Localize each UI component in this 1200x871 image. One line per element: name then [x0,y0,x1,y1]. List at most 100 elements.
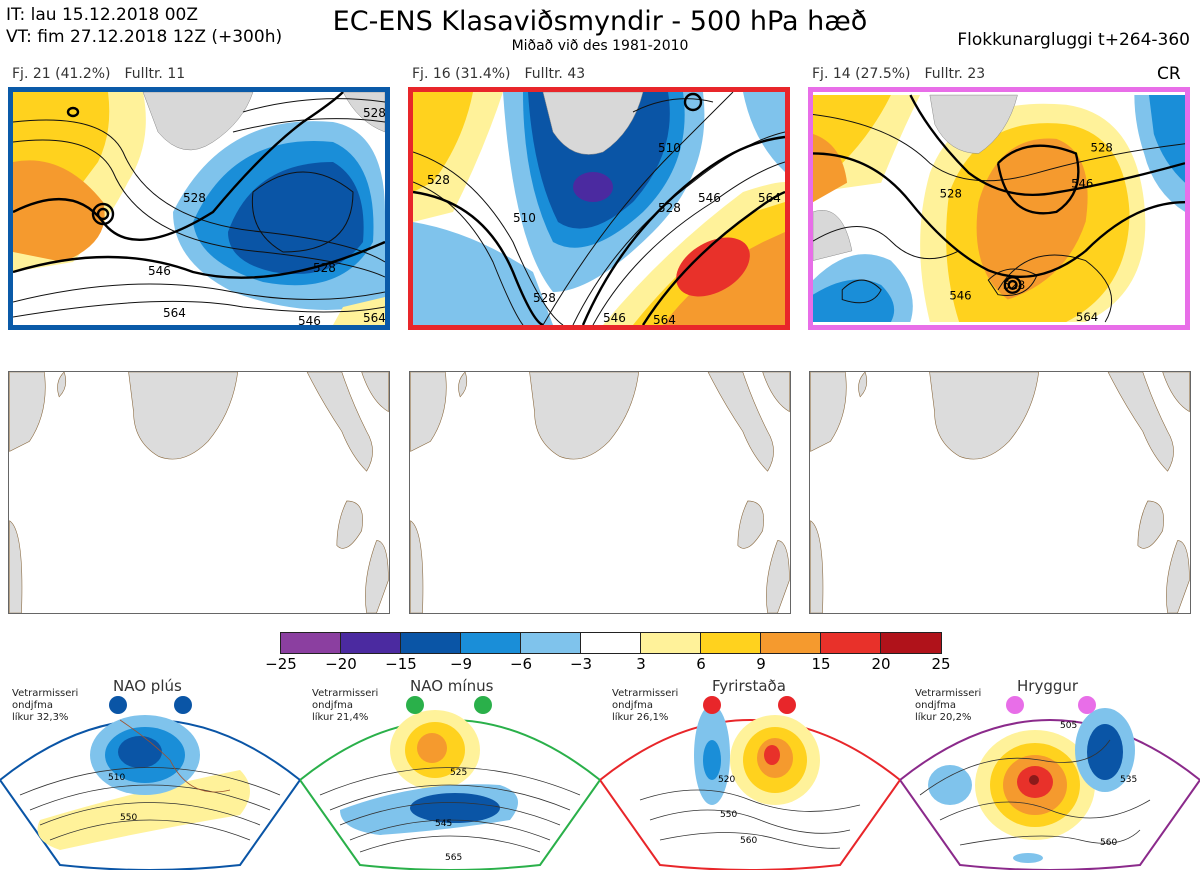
cluster-2-rep: Fulltr. 43 [524,66,586,82]
colorbar-swatch [821,633,881,653]
colorbar-swatch [281,633,341,653]
land-outline [9,372,389,613]
regime-title: Fyrirstaða [712,677,786,695]
regime-title: Hryggur [1017,677,1079,695]
cluster-3-rep: Fulltr. 23 [924,66,986,82]
colorbar-swatch [701,633,761,653]
stat-line: líkur 32,3% [12,712,69,723]
colorbar-tick: 20 [871,655,891,673]
contour-label: 545 [435,819,452,829]
regime-dot [406,696,424,714]
contour-label: 546 [1071,177,1093,191]
colorbar-tick: −25 [265,655,297,673]
regime-map: 505 535 560 [900,696,1200,870]
stat-line: ondjfma [312,700,353,711]
cluster-1-rep: Fulltr. 11 [124,66,186,82]
colorbar-swatch [881,633,941,653]
colorbar-tick: −15 [385,655,417,673]
colorbar-tick: −3 [569,655,593,673]
colorbar-swatch [401,633,461,653]
stat-line: Vetrarmisseri [312,688,379,699]
colorbar-tick: 15 [811,655,831,673]
page-title: EC-ENS Klasaviðsmyndir - 500 hPa hæð [332,6,868,37]
cluster-2-label: Fj. 16 (31.4%) Fulltr. 43 [412,66,599,82]
contour-label: 528 [1091,141,1113,155]
contour-label: 564 [653,313,676,325]
colorbar-tick: −6 [509,655,533,673]
colorbar-tick: −20 [325,655,357,673]
contour-label: 546 [148,264,171,278]
valid-time: VT: fim 27.12.2018 12Z (+300h) [6,27,283,47]
contour-label: 546 [298,314,321,325]
colorbar-swatch [761,633,821,653]
cluster-3-label: Fj. 14 (27.5%) Fulltr. 23 [812,66,999,82]
regime-dot [703,696,721,714]
regime-nao-plus[interactable]: 510 550 [0,680,300,870]
contour-label: 510 [513,211,536,225]
contour-label: 528 [363,106,385,120]
header-info: IT: lau 15.12.2018 00Z VT: fim 27.12.201… [6,4,282,48]
contour-label: 528 [183,191,206,205]
contour-label: 564 [1076,310,1098,324]
colorbar-tick: 9 [756,655,766,673]
stat-line: ondjfma [12,700,53,711]
cluster-1-count: Fj. 21 (41.2%) [12,66,111,82]
base-map-3[interactable] [809,371,1191,614]
cluster-2-map[interactable]: 528 510 510 528 546 546 564 528 564 [408,87,790,330]
stat-line: ondjfma [915,700,956,711]
colorbar-swatch [521,633,581,653]
regime-dot [778,696,796,714]
regime-dot [1078,696,1096,714]
contour-label: 564 [758,191,781,205]
contour-label: 546 [603,311,626,325]
stat-line: ondjfma [612,700,653,711]
base-map-2[interactable] [409,371,791,614]
cluster-2-count: Fj. 16 (31.4%) [412,66,511,82]
stat-line: Vetrarmisseri [612,688,679,699]
contour-label: 565 [445,853,462,863]
stat-line: Vetrarmisseri [915,688,982,699]
contour-label: 560 [1100,838,1117,848]
contour-label: 564 [163,306,186,320]
regime-map: 520 550 560 [600,696,900,870]
regime-ridge[interactable]: 505 535 560 [900,680,1200,870]
base-map-1[interactable] [8,371,390,614]
colorbar-swatch [641,633,701,653]
regime-dot [109,696,127,714]
land-outline [810,372,1190,613]
contour-label: 525 [450,768,467,778]
colorbar-swatch [341,633,401,653]
contour-label: 528 [427,173,450,187]
regime-nao-minus[interactable]: 525 545 565 [300,680,600,870]
contour-label: 528 [533,291,556,305]
cluster-1-field: 528 528 528 546 564 546 564 [13,92,385,325]
cluster-1-map[interactable]: 528 528 528 546 564 546 564 [8,87,390,330]
cluster-2-field: 528 510 510 528 546 546 564 528 564 [413,92,785,325]
contour-label: 528 [1003,278,1025,292]
contour-label: 550 [720,810,737,820]
regime-stats: Vetrarmisseri ondjfma líkur 21,4% [312,688,378,724]
stat-line: líkur 20,2% [915,712,972,723]
regime-map: 510 550 [0,696,300,870]
contour-label: 550 [120,813,137,823]
contour-label: 560 [740,836,757,846]
contour-label: 510 [108,773,125,783]
regime-stats: Vetrarmisseri ondjfma líkur 32,3% [12,688,78,724]
regime-blocking[interactable]: 520 550 560 [600,680,900,870]
regime-map: 525 545 565 [300,696,600,870]
cluster-3-count: Fj. 14 (27.5%) [812,66,911,82]
contour-label: 528 [313,261,336,275]
colorbar-tick: −9 [449,655,473,673]
stat-line: líkur 21,4% [312,712,369,723]
cr-label: CR [1157,64,1181,84]
regime-title: NAO mínus [410,677,494,695]
contour-label: 520 [718,775,735,785]
regime-dot [174,696,192,714]
regime-stats: Vetrarmisseri ondjfma líkur 26,1% [612,688,678,724]
cluster-3-map[interactable]: 528 528 546 546 528 564 [808,87,1190,330]
colorbar-tick: 6 [696,655,706,673]
contour-label: 546 [949,289,971,303]
initial-time: IT: lau 15.12.2018 00Z [6,5,198,25]
colorbar-swatch [461,633,521,653]
cluster-3-field: 528 528 546 546 528 564 [813,94,1185,324]
